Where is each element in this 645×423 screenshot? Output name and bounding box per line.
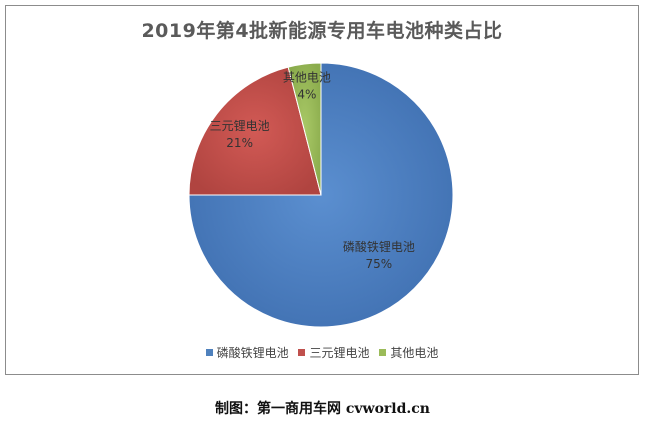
legend-swatch-other xyxy=(379,349,387,356)
legend-label-other: 其他电池 xyxy=(390,346,439,360)
slice-label-other-name: 其他电池 xyxy=(283,71,331,85)
source-caption: 制图：第一商用车网 cvworld.cn xyxy=(215,401,430,417)
pie-chart: 磷酸铁锂电池 75% 三元锂电池 21% 其他电池 4% xyxy=(188,62,454,328)
legend-label-ternary: 三元锂电池 xyxy=(309,346,370,360)
legend-swatch-lfp xyxy=(205,349,213,356)
slice-other xyxy=(287,62,322,196)
slice-label-ternary-name: 三元锂电池 xyxy=(210,118,270,133)
legend: 磷酸铁锂电池 三元锂电池 其他电池 xyxy=(6,344,638,361)
legend-label-lfp: 磷酸铁锂电池 xyxy=(216,346,289,360)
slice-label-other-value: 4% xyxy=(297,88,316,102)
slice-lfp xyxy=(188,62,454,328)
slice-label-lfp-name: 磷酸铁锂电池 xyxy=(343,239,415,254)
slice-label-ternary-value: 21% xyxy=(226,136,253,150)
legend-item-other: 其他电池 xyxy=(379,344,438,361)
legend-swatch-ternary xyxy=(298,349,306,356)
chart-frame: 2019年第4批新能源专用车电池种类占比 磷酸铁锂电池 75% 三元锂电池 21% 其他… xyxy=(5,5,639,375)
legend-item-lfp: 磷酸铁锂电池 xyxy=(205,344,289,361)
slice-ternary xyxy=(188,66,322,196)
legend-item-ternary: 三元锂电池 xyxy=(298,344,370,361)
slice-label-lfp-value: 75% xyxy=(366,257,393,271)
chart-title: 2019年第4批新能源专用车电池种类占比 xyxy=(141,20,503,42)
